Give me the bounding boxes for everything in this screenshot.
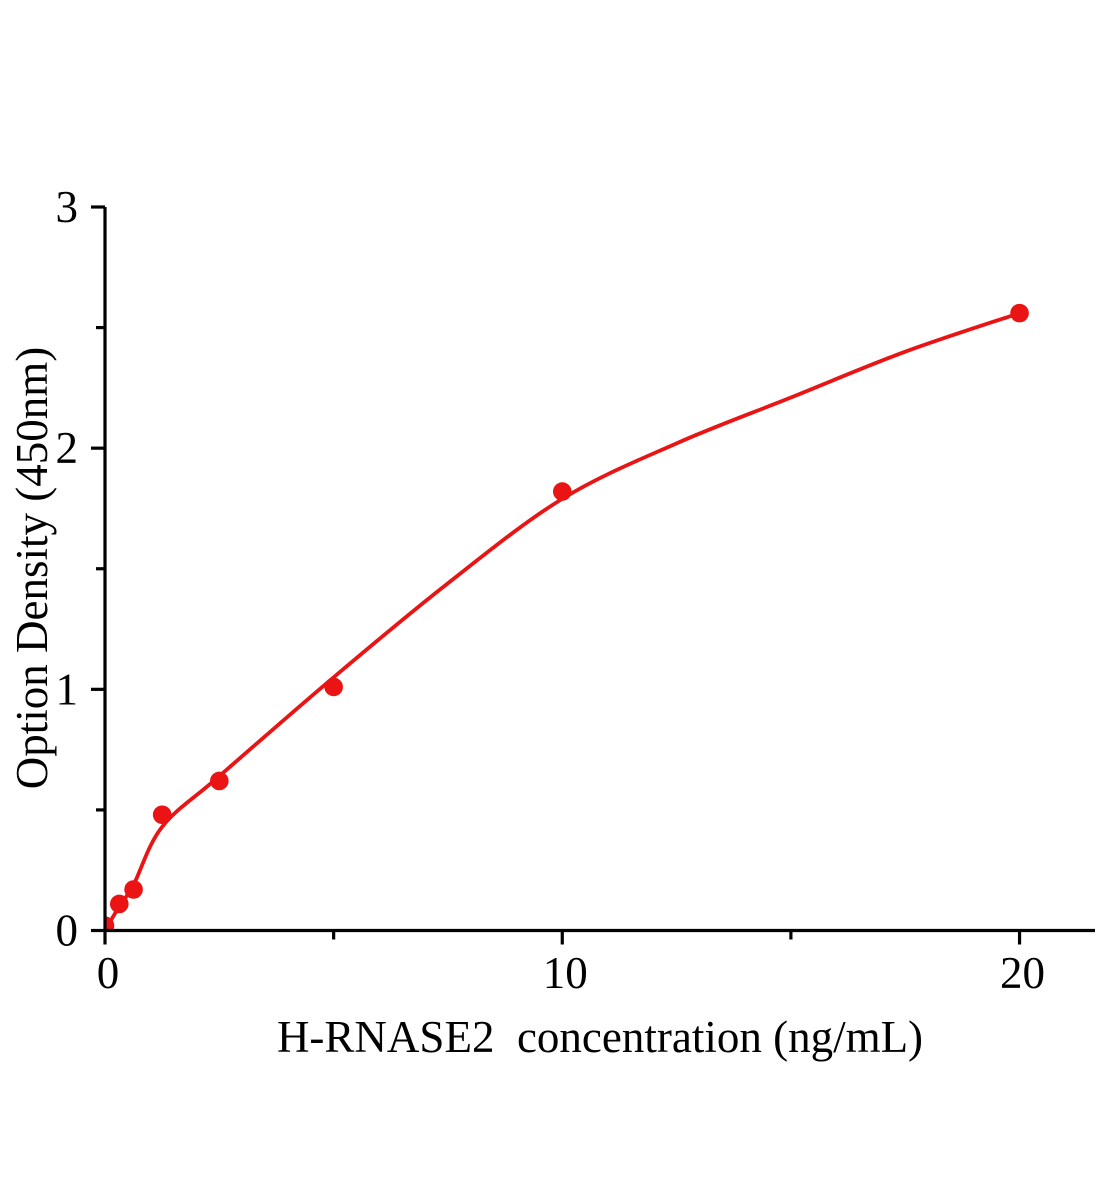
y-tick-label: 0 xyxy=(56,906,79,956)
fit-curve-line xyxy=(105,311,1021,931)
x-tick-label: 0 xyxy=(97,948,120,998)
data-point-dot xyxy=(324,677,343,697)
data-point-dot xyxy=(152,805,172,825)
x-tick-label: 20 xyxy=(1000,948,1045,998)
y-tick-label: 2 xyxy=(56,423,79,473)
x-axis-title: H-RNASE2 concentration (ng/mL) xyxy=(276,1012,924,1062)
data-point-dot xyxy=(552,482,572,501)
data-point-dot xyxy=(124,880,143,899)
y-tick-label: 1 xyxy=(56,664,79,714)
y-axis-title: Option Density (450nm) xyxy=(7,346,57,790)
data-point-dot xyxy=(105,916,115,931)
x-tick-label: 10 xyxy=(543,948,588,998)
data-point-dot xyxy=(109,894,129,914)
data-point-dot xyxy=(1010,303,1029,323)
data-point-dot xyxy=(210,771,229,791)
y-tick-label: 3 xyxy=(56,182,79,232)
